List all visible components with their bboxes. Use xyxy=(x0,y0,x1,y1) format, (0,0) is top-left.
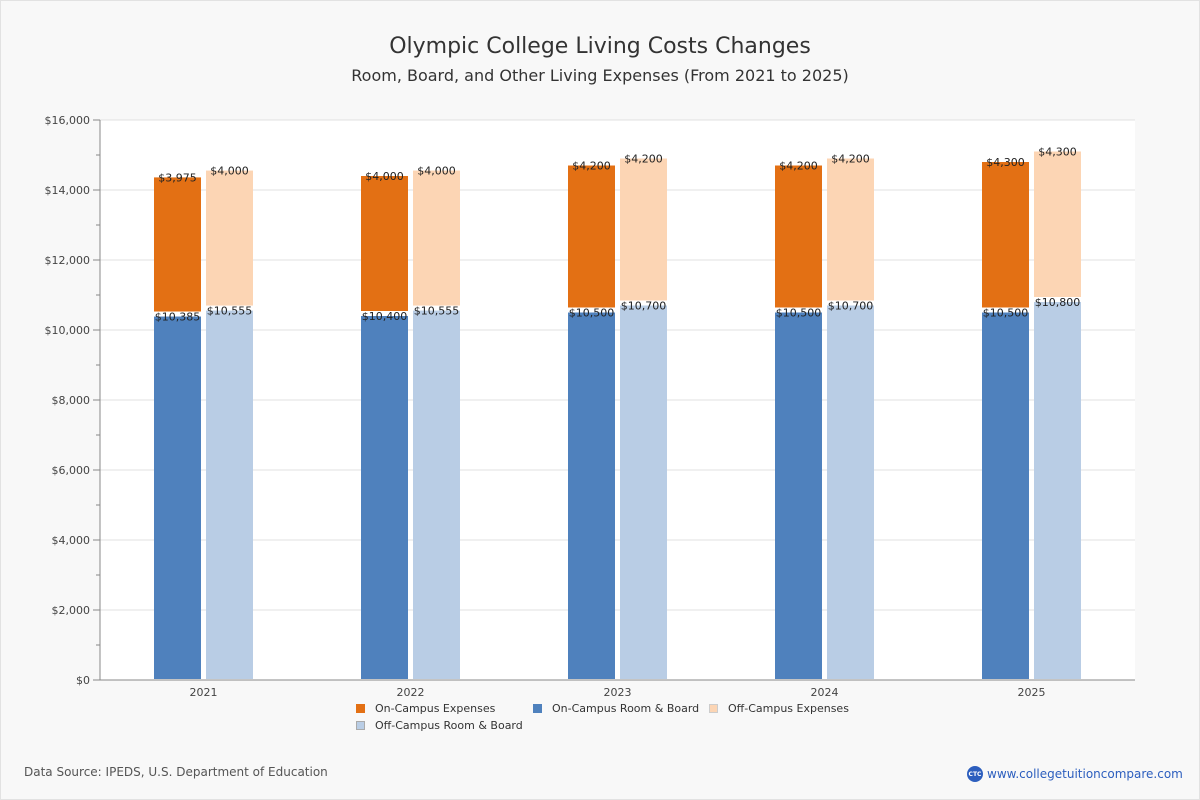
data-label: $10,555 xyxy=(207,305,253,318)
legend-label: Off-Campus Room & Board xyxy=(375,719,523,732)
bar-on-campus-expenses xyxy=(982,162,1029,308)
bar-on-campus-room-board xyxy=(361,316,408,679)
data-labels: $10,385 $3,975 $10,555 $4,000 $10,400 $4,000 $… xyxy=(155,146,1081,324)
legend-swatch xyxy=(533,704,542,713)
data-label: $10,500 xyxy=(983,307,1029,320)
x-tick-label: 2024 xyxy=(811,686,839,699)
legend-swatch xyxy=(356,721,365,730)
y-tick-label: $12,000 xyxy=(45,254,91,267)
y-tick-label: $10,000 xyxy=(45,324,91,337)
legend-item-off-campus-room-board[interactable]: Off-Campus Room & Board xyxy=(356,719,523,732)
bar-off-campus-room-board xyxy=(827,305,874,679)
bar-off-campus-room-board xyxy=(413,310,460,679)
legend-item-on-campus-room-board[interactable]: On-Campus Room & Board xyxy=(533,702,699,715)
bar-on-campus-room-board xyxy=(568,312,615,679)
data-label: $10,700 xyxy=(621,300,667,313)
axes: $0 $2,000 $4,000 $6,000 $8,000 $10,000 $12,000… xyxy=(45,114,1135,699)
bar-off-campus-expenses xyxy=(827,158,874,301)
bar-off-campus-expenses xyxy=(206,170,253,306)
y-tick-label: $14,000 xyxy=(45,184,91,197)
legend-label: On-Campus Room & Board xyxy=(552,702,700,715)
legend-label: Off-Campus Expenses xyxy=(728,702,849,715)
chart-subtitle: Room, Board, and Other Living Expenses (… xyxy=(351,66,849,85)
chart-title: Olympic College Living Costs Changes xyxy=(389,34,811,59)
brand-url: www.collegetuitioncompare.com xyxy=(987,767,1183,781)
y-tick-label: $0 xyxy=(76,674,90,687)
x-tick-label: 2023 xyxy=(604,686,632,699)
bar-off-campus-room-board xyxy=(620,305,667,679)
bar-off-campus-expenses xyxy=(413,170,460,306)
y-tick-label: $8,000 xyxy=(52,394,91,407)
data-label: $3,975 xyxy=(158,171,197,184)
legend-item-on-campus-expenses[interactable]: On-Campus Expenses xyxy=(356,702,495,715)
legend-swatch xyxy=(709,704,718,713)
y-tick-label: $16,000 xyxy=(45,114,91,127)
data-source: Data Source: IPEDS, U.S. Department of E… xyxy=(24,765,328,779)
bar-on-campus-room-board xyxy=(775,312,822,679)
data-label: $10,500 xyxy=(569,307,615,320)
legend-swatch xyxy=(356,704,365,713)
data-label: $10,700 xyxy=(828,300,874,313)
data-label: $10,800 xyxy=(1035,296,1081,309)
ctc-logo-icon: CTC xyxy=(967,766,983,782)
data-label: $4,300 xyxy=(1038,146,1077,159)
legend-label: On-Campus Expenses xyxy=(375,702,496,715)
y-tick-label: $2,000 xyxy=(52,604,91,617)
x-tick-label: 2022 xyxy=(397,686,425,699)
brand-link[interactable]: CTC www.collegetuitioncompare.com xyxy=(967,766,1183,782)
data-label: $4,200 xyxy=(831,153,870,166)
bar-off-campus-expenses xyxy=(620,158,667,301)
bar-on-campus-expenses xyxy=(154,177,201,312)
bar-on-campus-expenses xyxy=(361,176,408,311)
x-tick-label: 2021 xyxy=(190,686,218,699)
data-label: $4,000 xyxy=(365,170,404,183)
data-label: $4,000 xyxy=(417,165,456,178)
data-label: $4,200 xyxy=(779,160,818,173)
bar-on-campus-room-board xyxy=(154,316,201,679)
data-label: $4,200 xyxy=(572,160,611,173)
bar-off-campus-expenses xyxy=(1034,151,1081,297)
data-label: $10,555 xyxy=(414,305,460,318)
bar-on-campus-expenses xyxy=(775,165,822,308)
y-tick-label: $6,000 xyxy=(52,464,91,477)
grid-lines xyxy=(100,119,1135,611)
y-tick-label: $4,000 xyxy=(52,534,91,547)
bar-off-campus-room-board xyxy=(1034,302,1081,679)
bars xyxy=(154,151,1081,679)
bar-on-campus-expenses xyxy=(568,165,615,308)
bar-on-campus-room-board xyxy=(982,312,1029,679)
data-label: $4,000 xyxy=(210,165,249,178)
legend-item-off-campus-expenses[interactable]: Off-Campus Expenses xyxy=(709,702,849,715)
x-tick-label: 2025 xyxy=(1018,686,1046,699)
data-label: $10,385 xyxy=(155,311,201,324)
bar-off-campus-room-board xyxy=(206,310,253,679)
data-label: $10,400 xyxy=(362,310,408,323)
data-label: $4,300 xyxy=(986,156,1025,169)
data-label: $4,200 xyxy=(624,153,663,166)
data-label: $10,500 xyxy=(776,307,822,320)
